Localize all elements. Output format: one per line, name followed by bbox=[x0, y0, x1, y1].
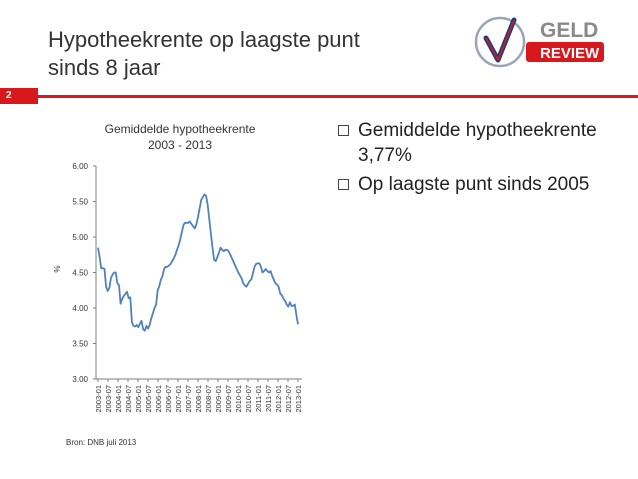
x-tick-label: 2011-07 bbox=[264, 385, 273, 412]
x-tick-label: 2008-01 bbox=[194, 385, 203, 413]
x-tick-label: 2006-07 bbox=[164, 385, 173, 413]
x-tick-label: 2005-07 bbox=[144, 385, 153, 413]
y-tick-label: 3.00 bbox=[72, 375, 88, 384]
geldreview-logo: GELD REVIEW bbox=[474, 16, 604, 68]
slide-title: Hypotheekrente op laagste punt sinds 8 j… bbox=[48, 27, 360, 80]
logo-review-band bbox=[526, 42, 604, 62]
y-tick-label: 5.00 bbox=[72, 233, 88, 242]
x-tick-label: 2004-01 bbox=[114, 385, 123, 413]
slide-number: 2 bbox=[0, 88, 38, 104]
y-tick-label: 5.50 bbox=[72, 198, 88, 207]
bullet-item: Op laagste punt sinds 2005 bbox=[338, 172, 628, 197]
chart-title: Gemiddelde hypotheekrente bbox=[105, 122, 256, 136]
x-tick-label: 2012-07 bbox=[284, 385, 293, 413]
bullet-item: Gemiddelde hypotheekrente 3,77% bbox=[338, 118, 628, 168]
logo-top-text: GELD bbox=[540, 19, 598, 42]
x-tick-label: 2003-01 bbox=[94, 385, 103, 413]
mortgage-rate-chart: Gemiddelde hypotheekrente 2003 - 2013 % … bbox=[53, 122, 303, 413]
x-tick-label: 2009-07 bbox=[224, 385, 233, 413]
source-note: Bron: DNB juli 2013 bbox=[66, 438, 137, 447]
x-tick-label: 2007-01 bbox=[174, 385, 183, 413]
y-tick-label: 6.00 bbox=[72, 162, 88, 171]
x-tick-label: 2008-07 bbox=[204, 385, 213, 413]
y-axis-label: % bbox=[53, 265, 62, 272]
x-tick-label: 2013-01 bbox=[294, 385, 303, 413]
checkbox-bullet-icon bbox=[338, 179, 349, 190]
x-tick-label: 2004-07 bbox=[124, 385, 133, 413]
checkbox-bullet-icon bbox=[338, 125, 349, 136]
x-tick-label: 2012-01 bbox=[274, 385, 283, 413]
chart-subtitle: 2003 - 2013 bbox=[148, 138, 212, 152]
y-tick-label: 3.50 bbox=[72, 340, 88, 349]
header-rule bbox=[38, 95, 638, 98]
x-tick-label: 2010-01 bbox=[234, 385, 243, 413]
x-tick-label: 2011-01 bbox=[254, 385, 263, 412]
logo-bottom-text: REVIEW bbox=[540, 45, 600, 62]
y-tick-label: 4.50 bbox=[72, 269, 88, 278]
bullet-list: Gemiddelde hypotheekrente 3,77% Op laags… bbox=[338, 118, 628, 201]
slide-header-bar: 2 bbox=[0, 88, 638, 104]
bullet-text: Op laagste punt sinds 2005 bbox=[358, 174, 590, 195]
series-line bbox=[97, 193, 299, 332]
x-tick-label: 2007-07 bbox=[184, 385, 193, 413]
bullet-text: Gemiddelde hypotheekrente 3,77% bbox=[358, 120, 597, 166]
y-tick-label: 4.00 bbox=[72, 304, 88, 313]
x-tick-label: 2003-07 bbox=[104, 385, 113, 413]
x-tick-label: 2010-07 bbox=[244, 385, 253, 413]
x-tick-label: 2006-01 bbox=[154, 385, 163, 413]
x-tick-label: 2005-01 bbox=[134, 385, 143, 413]
x-tick-label: 2009-01 bbox=[214, 385, 223, 413]
